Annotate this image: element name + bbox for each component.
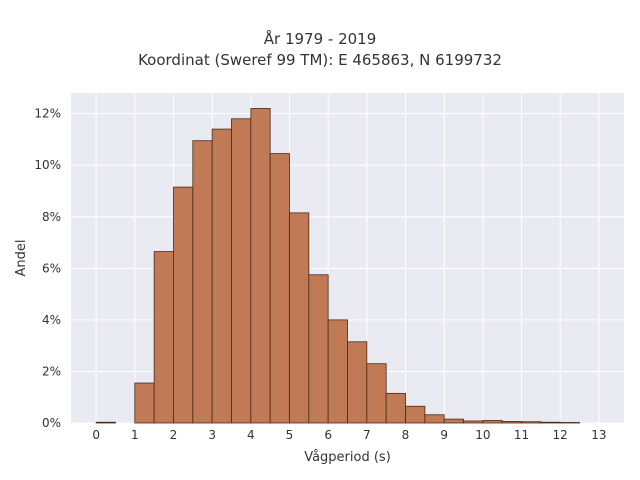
histogram-bar — [289, 212, 310, 424]
x-tick-label: 12 — [553, 428, 568, 442]
y-tick-label: 6% — [42, 261, 61, 275]
x-tick-label: 4 — [247, 428, 255, 442]
y-tick-label: 8% — [42, 210, 61, 224]
histogram-bar — [250, 108, 271, 424]
x-tick-label: 3 — [208, 428, 216, 442]
x-tick-label: 0 — [92, 428, 100, 442]
histogram-bar — [327, 319, 348, 424]
x-axis-label: Vågperiod (s) — [304, 450, 391, 465]
histogram-bar — [95, 421, 116, 424]
histogram-bar — [269, 153, 290, 424]
y-tick-label: 0% — [42, 416, 61, 430]
x-tick-label: 10 — [475, 428, 490, 442]
histogram-bar — [385, 392, 406, 424]
x-tick-label: 5 — [286, 428, 294, 442]
histogram-bar — [501, 421, 522, 424]
histogram-bar — [192, 140, 213, 424]
histogram-bar — [559, 422, 580, 424]
x-tick-label: 13 — [591, 428, 606, 442]
histogram-bars — [95, 108, 580, 424]
chart-subtitle: Koordinat (Sweref 99 TM): E 465863, N 61… — [138, 51, 502, 69]
histogram-bar — [231, 118, 252, 424]
histogram-bar — [347, 341, 368, 424]
chart-title: År 1979 - 2019 — [263, 30, 377, 48]
x-tick-label: 9 — [440, 428, 448, 442]
histogram-bar — [540, 421, 561, 424]
x-tick-label: 8 — [402, 428, 410, 442]
x-tick-label: 1 — [131, 428, 139, 442]
histogram-bar — [482, 420, 503, 424]
histogram-bar — [173, 186, 194, 424]
y-axis-ticks: 0% 2% 4% 6% 8% 10% 12% — [34, 107, 61, 430]
y-axis-label: Andel — [14, 240, 29, 277]
histogram-bar — [443, 418, 464, 424]
histogram-bar — [521, 421, 542, 424]
histogram-bar — [153, 251, 174, 424]
histogram-bar — [424, 414, 445, 424]
x-tick-label: 7 — [363, 428, 371, 442]
x-tick-label: 6 — [324, 428, 332, 442]
y-tick-label: 2% — [42, 364, 61, 378]
y-tick-label: 4% — [42, 313, 61, 327]
histogram-bar — [366, 363, 387, 424]
histogram-bar — [308, 274, 329, 424]
histogram-bar — [463, 420, 484, 424]
histogram-bar — [134, 382, 155, 424]
y-tick-label: 10% — [34, 158, 61, 172]
histogram-bar — [405, 405, 426, 424]
x-tick-label: 2 — [170, 428, 178, 442]
y-tick-label: 12% — [34, 107, 61, 121]
x-axis-ticks: 0 1 2 3 4 5 6 7 8 9 10 11 12 13 — [92, 428, 606, 442]
x-tick-label: 11 — [514, 428, 529, 442]
histogram-bar — [211, 128, 232, 424]
